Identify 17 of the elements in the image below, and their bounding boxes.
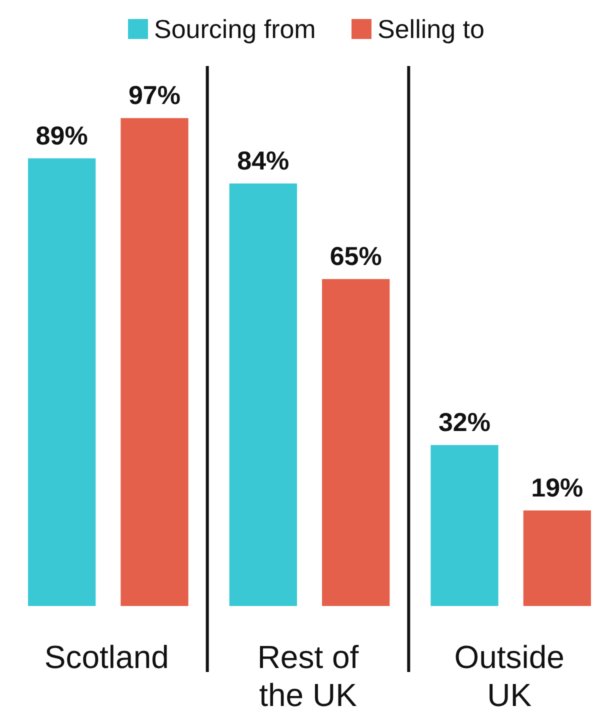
- bar: [229, 183, 297, 606]
- x-tick-label: Outside UK: [454, 639, 564, 713]
- bar: [28, 158, 96, 606]
- bar: [523, 510, 591, 606]
- data-label: 89%: [36, 120, 88, 150]
- x-tick-label: Rest of the UK: [257, 639, 359, 713]
- bar: [322, 279, 390, 606]
- x-tick-label: Scotland: [44, 639, 169, 675]
- bar: [430, 445, 498, 606]
- data-label: 19%: [531, 472, 584, 502]
- bar: [120, 118, 188, 606]
- data-label: 84%: [237, 145, 290, 176]
- data-label: 97%: [128, 80, 181, 110]
- legend-label: Selling to: [378, 14, 484, 44]
- legend-label: Sourcing from: [154, 14, 316, 44]
- data-label: 65%: [330, 241, 382, 272]
- data-label: 32%: [438, 407, 491, 438]
